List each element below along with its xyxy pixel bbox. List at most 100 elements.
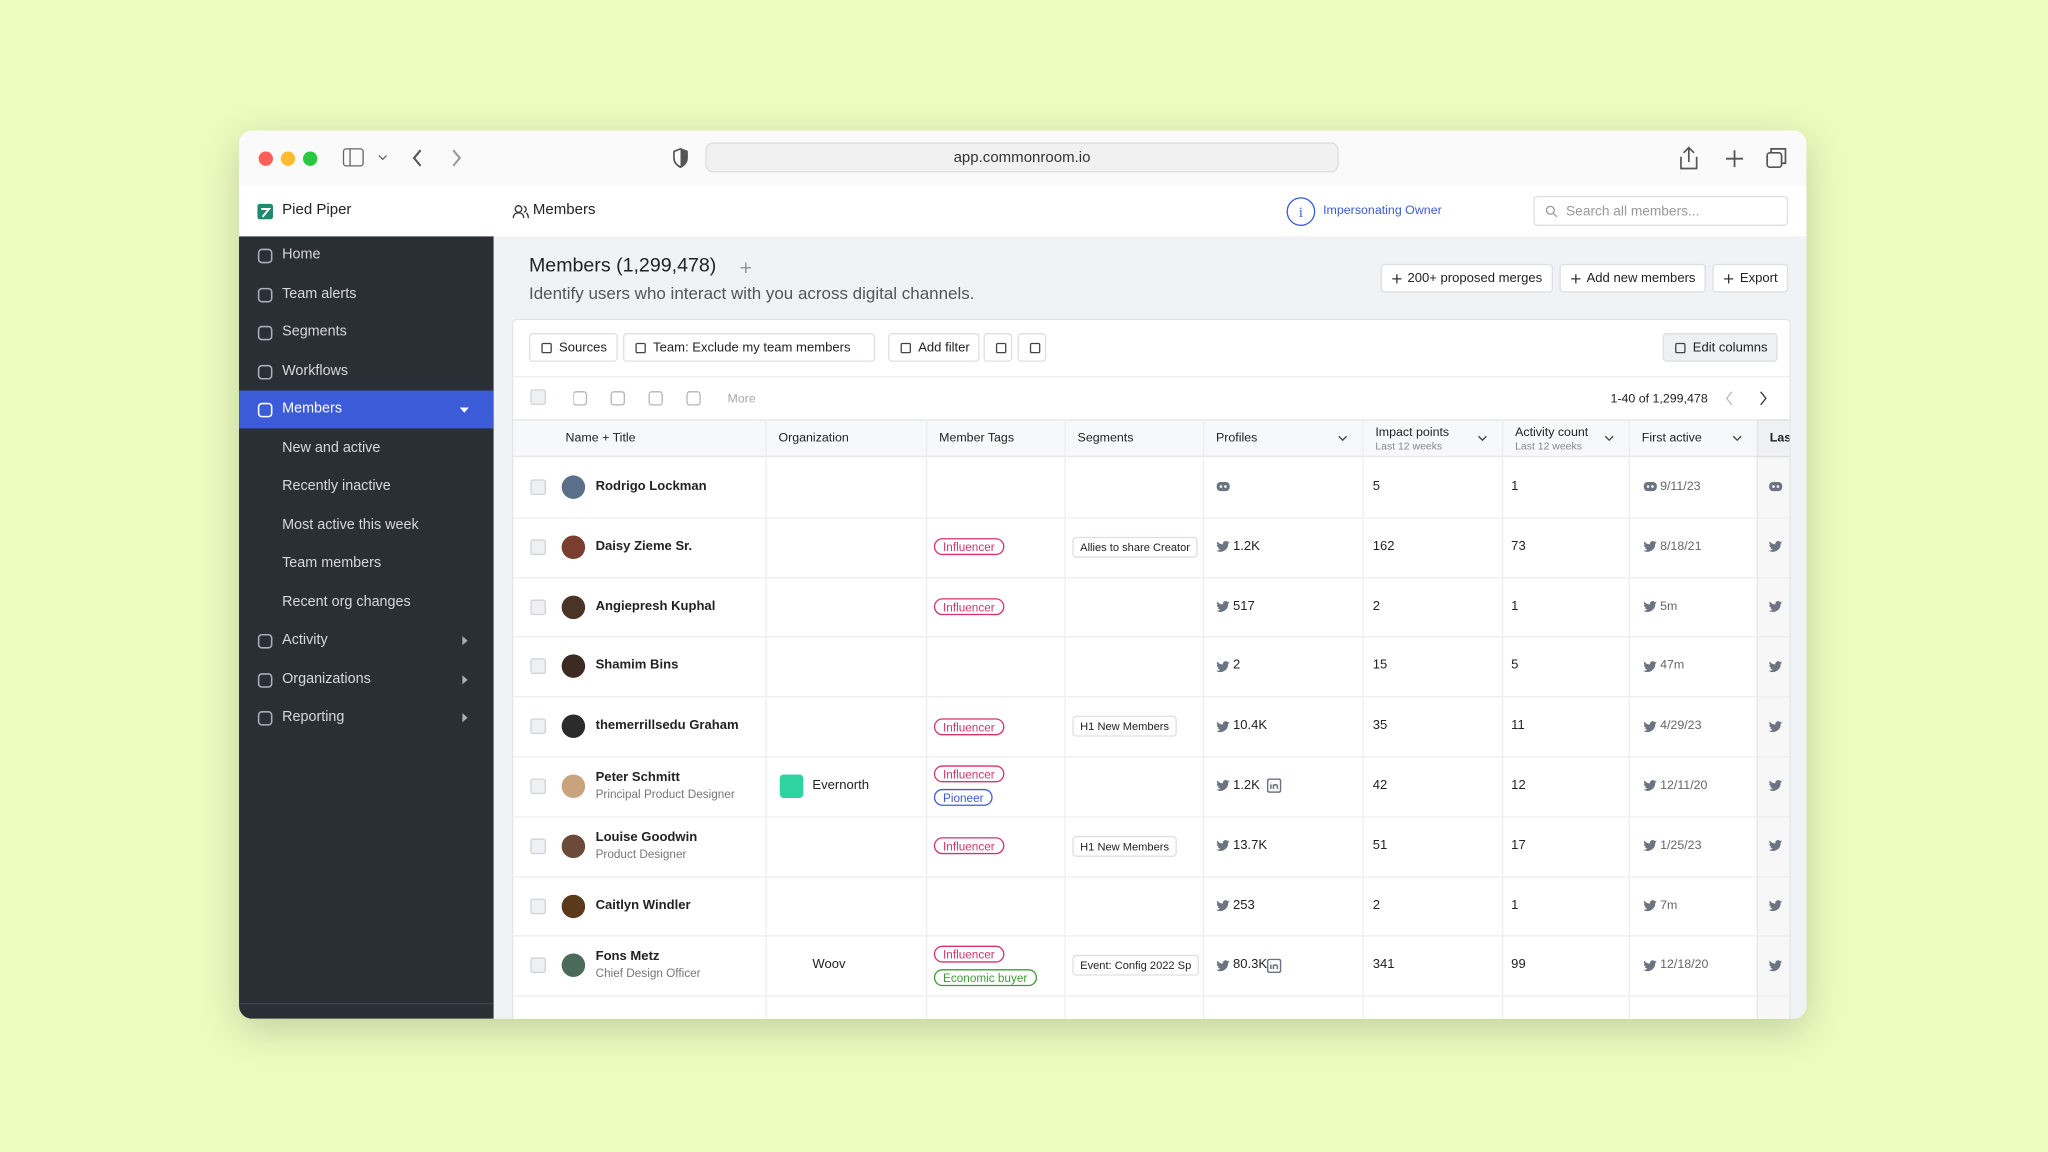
impersonation-label[interactable]: Impersonating Owner: [1323, 203, 1442, 219]
member-name[interactable]: Rodrigo Lockman: [595, 479, 707, 494]
pagination-arrows[interactable]: [1724, 391, 1776, 407]
activity-count: 11: [1511, 718, 1525, 733]
edit-columns-button[interactable]: Edit columns: [1662, 333, 1778, 362]
column-header[interactable]: Segments: [1077, 431, 1134, 446]
member-name[interactable]: themerrillsedu Graham: [595, 718, 739, 733]
member-tag[interactable]: Influencer: [933, 765, 1004, 783]
impact-points: 5: [1372, 479, 1380, 494]
organization[interactable]: Woov: [812, 957, 846, 973]
column-header[interactable]: Activity count: [1515, 425, 1589, 441]
nav-item[interactable]: Workflows: [239, 352, 494, 390]
minimize-button[interactable]: [280, 151, 296, 166]
org-logo: [779, 774, 804, 798]
sort-caret[interactable]: [1477, 435, 1487, 443]
row-checkbox[interactable]: [530, 479, 546, 495]
nav-item[interactable]: Reporting: [239, 699, 494, 737]
nav-item[interactable]: Home: [239, 236, 494, 274]
row-checkbox[interactable]: [530, 957, 546, 974]
linkedin-in: [1270, 782, 1279, 790]
add-filter-button[interactable]: Add filter: [888, 333, 981, 362]
zoom-button[interactable]: [303, 151, 318, 166]
browser-controls[interactable]: [341, 146, 537, 170]
team-filter[interactable]: Team: Exclude my team members: [623, 333, 876, 362]
subnav-item[interactable]: Team members: [239, 545, 494, 583]
action-button[interactable]: Add new members: [1559, 263, 1706, 293]
twitter-glyph: [1643, 840, 1657, 852]
row-checkbox[interactable]: [530, 897, 546, 914]
row-checkbox[interactable]: [530, 838, 546, 854]
row-checkbox[interactable]: [530, 778, 546, 794]
member-tag[interactable]: Influencer: [933, 945, 1004, 963]
column-header[interactable]: Member Tags: [939, 431, 1015, 446]
column-header[interactable]: Organization: [778, 431, 849, 446]
activity-count: 5: [1511, 658, 1519, 674]
member-name[interactable]: Daisy Zieme Sr.: [595, 539, 693, 554]
nav-icon-shape: [257, 287, 273, 302]
member-name[interactable]: Fons Metz: [595, 949, 660, 965]
nav-label: Workflows: [282, 362, 349, 379]
workspace-name[interactable]: Pied Piper: [282, 202, 352, 219]
action-icon-shape: [1570, 274, 1581, 284]
select-all-checkbox[interactable]: [530, 389, 546, 405]
member-tag[interactable]: Influencer: [933, 717, 1004, 735]
address-bar[interactable]: app.commonroom.io: [705, 142, 1339, 173]
close-button[interactable]: [258, 151, 273, 166]
member-tag[interactable]: Pioneer: [933, 789, 993, 807]
more-menu[interactable]: More: [727, 391, 756, 407]
row-divider: [513, 935, 1790, 937]
member-tag[interactable]: Influencer: [933, 538, 1004, 556]
member-name[interactable]: Peter Schmitt: [595, 770, 680, 785]
row-checkbox[interactable]: [530, 539, 546, 555]
row-checkbox[interactable]: [530, 598, 546, 615]
twitter-icon: [1768, 541, 1783, 553]
member-name[interactable]: Angiepresh Kuphal: [595, 598, 716, 614]
filter-menu[interactable]: [983, 333, 1013, 362]
profile-count: 517: [1232, 598, 1255, 614]
sparkle-icon[interactable]: [739, 261, 752, 274]
member-name[interactable]: Louise Goodwin: [595, 830, 698, 845]
avatar: [561, 714, 586, 739]
action-button[interactable]: Export: [1712, 263, 1789, 293]
bookmark-button[interactable]: [1017, 333, 1047, 362]
action-button[interactable]: 200+ proposed merges: [1380, 263, 1553, 293]
member-tag[interactable]: Influencer: [933, 598, 1004, 616]
sort-caret[interactable]: [1337, 435, 1348, 443]
action-icon-shape: [1391, 274, 1401, 284]
nav-item[interactable]: Segments: [239, 313, 494, 351]
row-divider: [513, 995, 1790, 997]
segment-chip[interactable]: H1 New Members: [1072, 715, 1177, 737]
row-checkbox[interactable]: [530, 658, 546, 675]
nav-item[interactable]: Activity: [239, 622, 494, 660]
segment-chip[interactable]: Allies to share Creator: [1072, 536, 1198, 558]
button-icon: [900, 342, 912, 354]
sort-caret[interactable]: [1604, 435, 1614, 443]
segment-chip[interactable]: Event: Config 2022 Sp: [1072, 955, 1200, 977]
column-header[interactable]: Impact points: [1375, 425, 1450, 441]
subnav-item[interactable]: Recent org changes: [239, 583, 494, 621]
subnav-item[interactable]: New and active: [239, 429, 494, 467]
subnav-item[interactable]: Recently inactive: [239, 468, 494, 506]
sources-filter[interactable]: Sources: [528, 333, 618, 362]
twitter-glyph: [1643, 900, 1657, 912]
column-header[interactable]: First active: [1641, 431, 1702, 446]
member-tag[interactable]: Economic buyer: [933, 968, 1037, 986]
member-name[interactable]: Caitlyn Windler: [595, 897, 691, 913]
search-box[interactable]: Search all members...: [1533, 195, 1789, 226]
browser-window: app.commonroom.io Pied Piper Members i I…: [239, 130, 1807, 1019]
sort-caret[interactable]: [1732, 435, 1742, 443]
browser-actions[interactable]: [1676, 145, 1794, 171]
nav-item[interactable]: Team alerts: [239, 275, 494, 313]
column-header[interactable]: Name + Title: [565, 431, 636, 446]
impact-points: 2: [1372, 897, 1380, 913]
row-checkbox[interactable]: [530, 718, 546, 735]
nav-item[interactable]: Organizations: [239, 660, 494, 698]
subnav-item[interactable]: Most active this week: [239, 506, 494, 544]
member-name[interactable]: Shamim Bins: [595, 658, 679, 674]
twitter-glyph: [1215, 601, 1230, 612]
column-header[interactable]: Las: [1769, 431, 1791, 446]
nav-item-active[interactable]: Members: [239, 390, 494, 429]
member-tag[interactable]: Influencer: [933, 837, 1004, 855]
segment-chip[interactable]: H1 New Members: [1072, 835, 1177, 857]
organization[interactable]: Evernorth: [812, 778, 870, 793]
column-header[interactable]: Profiles: [1215, 431, 1258, 446]
